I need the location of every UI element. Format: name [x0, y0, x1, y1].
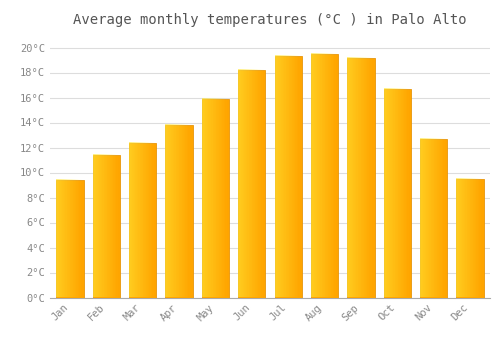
Bar [348, 57, 374, 298]
Bar [420, 139, 448, 298]
Bar [56, 180, 84, 298]
Bar [456, 179, 483, 298]
Bar [92, 155, 120, 298]
Bar [202, 99, 229, 298]
Title: Average monthly temperatures (°C ) in Palo Alto: Average monthly temperatures (°C ) in Pa… [73, 13, 467, 27]
Bar [166, 125, 192, 298]
Bar [238, 70, 266, 298]
Bar [384, 89, 411, 298]
Bar [129, 142, 156, 298]
Bar [274, 56, 302, 298]
Bar [311, 54, 338, 298]
